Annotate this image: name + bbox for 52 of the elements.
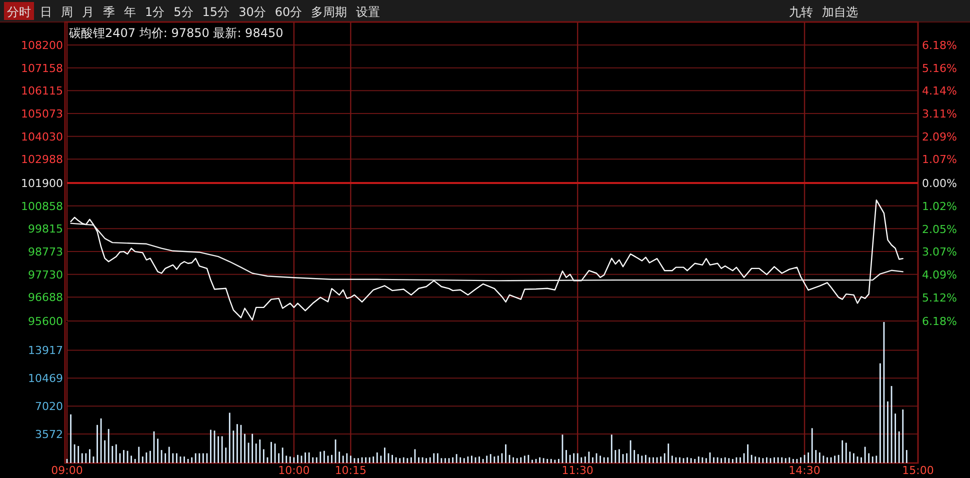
y-tick-label: 101900 (21, 177, 63, 190)
text: 分时 (7, 5, 31, 19)
y-tick-label: 3572 (35, 428, 63, 442)
y-tick-label: 97730 (28, 268, 63, 282)
y-tick-label: 108200 (21, 39, 63, 52)
text: 季 (103, 5, 115, 19)
x-tick-label: 09:00 (51, 464, 83, 477)
text: 周 (61, 5, 73, 19)
y-tick-label: 106115 (21, 84, 63, 98)
text: 1分 (145, 5, 165, 19)
text: 15分 (202, 5, 230, 19)
text: 年 (124, 5, 136, 19)
text: 多周期 (311, 5, 348, 19)
x-tick-label: 11:30 (562, 464, 594, 477)
text: 60分 (274, 5, 302, 19)
text: 日 (40, 5, 52, 19)
y2-tick-label: 2.09% (922, 130, 957, 144)
y2-tick-label: 5.12% (922, 291, 957, 304)
y-tick-label: 105073 (21, 107, 63, 120)
y-tick-label: 98773 (28, 245, 63, 258)
text: 月 (82, 5, 94, 19)
y-tick-label: 104030 (21, 130, 63, 144)
text: 30分 (238, 5, 266, 19)
y2-tick-label: 5.16% (922, 62, 957, 75)
y-tick-label: 102988 (21, 153, 63, 166)
y2-tick-label: 1.07% (922, 153, 957, 166)
y-tick-label: 107158 (21, 62, 63, 75)
text: 设置 (356, 5, 380, 19)
y2-tick-label: 1.02% (922, 200, 957, 213)
x-tick-label: 15:00 (902, 464, 934, 477)
y2-tick-label: 2.05% (922, 222, 957, 236)
y-tick-label: 7020 (35, 400, 63, 414)
y2-tick-label: 6.18% (922, 39, 957, 52)
x-tick-label: 14:30 (788, 464, 820, 477)
y2-tick-label: 3.11% (922, 108, 957, 121)
y-tick-label: 95600 (28, 315, 63, 328)
y-tick-label: 96688 (28, 291, 63, 304)
y-tick-label: 99815 (28, 222, 63, 236)
text: 加自选 (822, 5, 858, 19)
chart-title: 碳酸锂2407 均价: 97850 最新: 98450 (68, 26, 284, 40)
y-tick-label: 100858 (21, 200, 63, 213)
y-tick-label: 10469 (28, 372, 63, 386)
y2-tick-label: 4.09% (922, 268, 957, 282)
text: 九转 (789, 5, 813, 19)
text: 5分 (174, 5, 194, 19)
y2-tick-label: 3.07% (922, 246, 957, 259)
x-tick-label: 10:15 (334, 464, 367, 477)
y2-tick-label: 6.18% (922, 315, 957, 328)
y2-tick-label: 4.14% (922, 84, 957, 98)
x-tick-label: 10:00 (278, 464, 310, 477)
y-tick-label: 13917 (28, 344, 63, 358)
y2-tick-label: 0.00% (922, 177, 957, 190)
